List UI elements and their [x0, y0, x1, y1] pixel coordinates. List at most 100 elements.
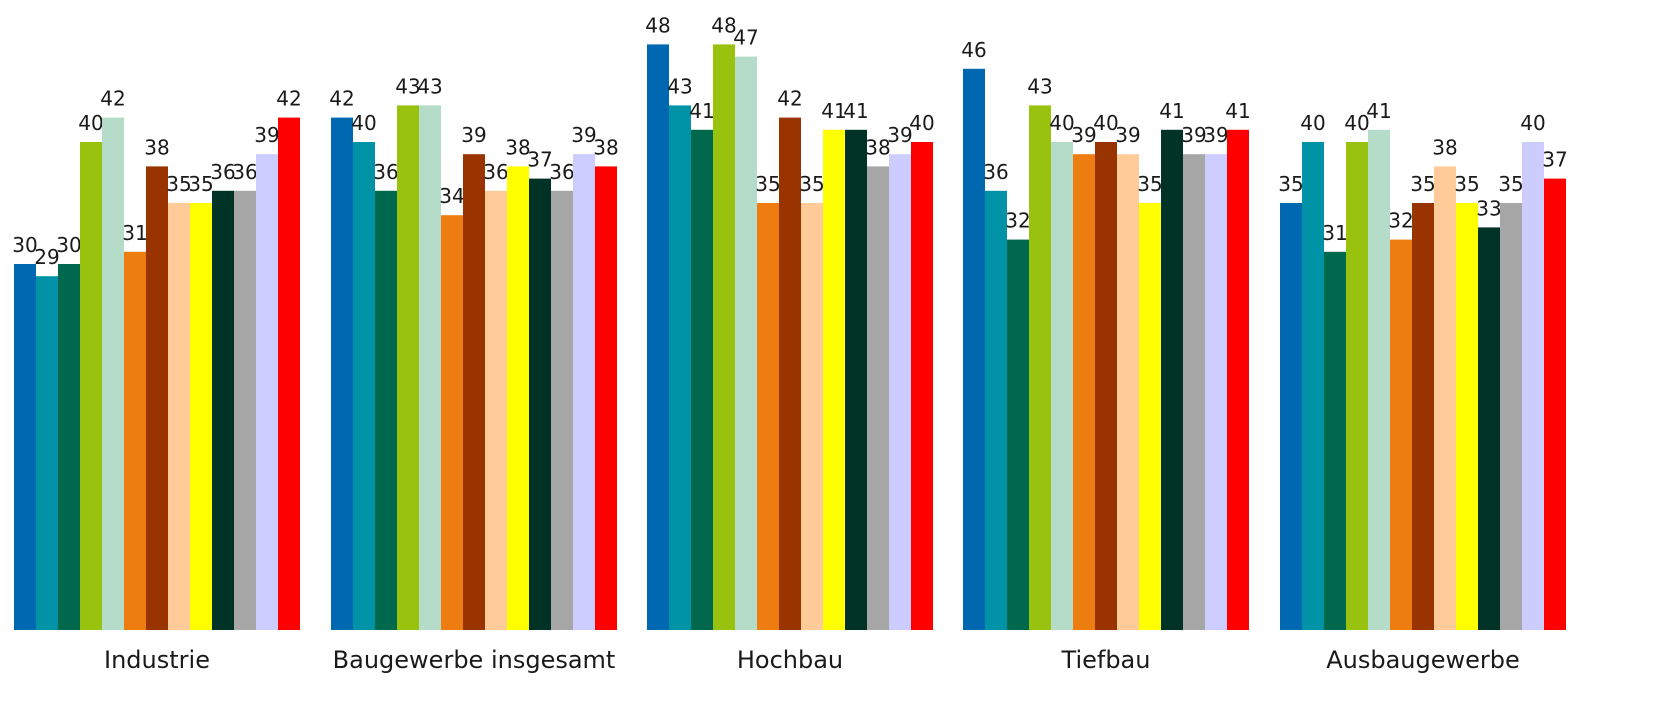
- bar-value-label: 35: [755, 172, 780, 196]
- bar: [463, 154, 485, 630]
- bar: [1117, 154, 1139, 630]
- bar: [1478, 227, 1500, 630]
- bar-value-label: 36: [483, 160, 508, 184]
- bar-value-label: 39: [254, 123, 279, 147]
- bar-value-label: 41: [689, 99, 714, 123]
- bar: [1280, 203, 1302, 630]
- bar-value-label: 41: [1159, 99, 1184, 123]
- category-label: Industrie: [104, 646, 210, 674]
- bar-value-label: 40: [1344, 111, 1369, 135]
- bar-value-label: 43: [417, 74, 442, 98]
- bar-value-label: 46: [961, 38, 986, 62]
- bar: [234, 190, 256, 631]
- bar: [713, 44, 735, 630]
- bar-value-label: 40: [909, 111, 934, 135]
- bar: [212, 190, 234, 631]
- bar: [58, 264, 80, 630]
- bar-value-label: 43: [667, 74, 692, 98]
- bar: [397, 105, 419, 630]
- bar-value-label: 35: [1454, 172, 1479, 196]
- bar: [1183, 154, 1205, 630]
- bar-value-label: 39: [461, 123, 486, 147]
- bar-value-label: 43: [1027, 74, 1052, 98]
- bar: [779, 117, 801, 631]
- bar-value-label: 39: [1115, 123, 1140, 147]
- bar: [190, 203, 212, 630]
- bar: [1456, 203, 1478, 630]
- bar-value-label: 38: [1432, 135, 1457, 159]
- bar-value-label: 42: [276, 87, 301, 111]
- bar-value-label: 35: [1498, 172, 1523, 196]
- bar-value-label: 41: [1225, 99, 1250, 123]
- bar: [485, 190, 507, 631]
- bar: [375, 190, 397, 631]
- bar-value-label: 31: [122, 221, 147, 245]
- bar: [353, 142, 375, 630]
- bar: [1302, 142, 1324, 630]
- bar-value-label: 39: [1071, 123, 1096, 147]
- bar: [1051, 142, 1073, 630]
- bar-value-label: 36: [549, 160, 574, 184]
- bar-value-label: 40: [351, 111, 376, 135]
- bar-value-label: 43: [395, 74, 420, 98]
- bar: [573, 154, 595, 630]
- bar: [507, 166, 529, 630]
- bar: [1500, 203, 1522, 630]
- bar: [168, 203, 190, 630]
- category-label: Hochbau: [737, 646, 843, 674]
- bar-value-label: 32: [1005, 209, 1030, 233]
- bar-value-label: 38: [144, 135, 169, 159]
- bar-value-label: 35: [1137, 172, 1162, 196]
- bar: [1434, 166, 1456, 630]
- bar-value-label: 30: [56, 233, 81, 257]
- bar-value-label: 38: [593, 135, 618, 159]
- bar-value-label: 31: [1322, 221, 1347, 245]
- bar: [441, 215, 463, 630]
- bar: [14, 264, 36, 630]
- bar-value-label: 36: [210, 160, 235, 184]
- bar: [801, 203, 823, 630]
- bar: [1346, 142, 1368, 630]
- bar: [889, 154, 911, 630]
- bar: [1412, 203, 1434, 630]
- bar-value-label: 42: [329, 87, 354, 111]
- bar: [1007, 239, 1029, 630]
- category-label: Baugewerbe insgesamt: [333, 646, 616, 674]
- bar: [845, 129, 867, 631]
- bar: [985, 190, 1007, 631]
- bar: [146, 166, 168, 630]
- bar-value-label: 40: [78, 111, 103, 135]
- bar-value-label: 48: [711, 13, 736, 37]
- bar: [1161, 129, 1183, 631]
- bar-value-label: 33: [1476, 196, 1501, 220]
- bar: [735, 56, 757, 631]
- bar-value-label: 35: [166, 172, 191, 196]
- bar: [1029, 105, 1051, 630]
- bar-value-label: 34: [439, 184, 464, 208]
- bar: [757, 203, 779, 630]
- bar-value-label: 39: [887, 123, 912, 147]
- bar: [1095, 142, 1117, 630]
- bar-value-label: 48: [645, 13, 670, 37]
- bar: [80, 142, 102, 630]
- bar-value-label: 39: [1181, 123, 1206, 147]
- bar: [1073, 154, 1095, 630]
- bar: [911, 142, 933, 630]
- bar-value-label: 39: [571, 123, 596, 147]
- bar: [36, 276, 58, 630]
- bar-value-label: 40: [1093, 111, 1118, 135]
- bar: [595, 166, 617, 630]
- bar: [1390, 239, 1412, 630]
- bar-value-label: 38: [865, 135, 890, 159]
- bar: [867, 166, 889, 630]
- bar: [669, 105, 691, 630]
- bar-value-label: 37: [1542, 148, 1567, 172]
- bar: [551, 190, 573, 631]
- bar: [823, 129, 845, 631]
- bar-value-label: 35: [799, 172, 824, 196]
- bar-value-label: 32: [1388, 209, 1413, 233]
- bar-value-label: 41: [821, 99, 846, 123]
- bar: [691, 129, 713, 631]
- bar: [963, 68, 985, 631]
- bar: [256, 154, 278, 630]
